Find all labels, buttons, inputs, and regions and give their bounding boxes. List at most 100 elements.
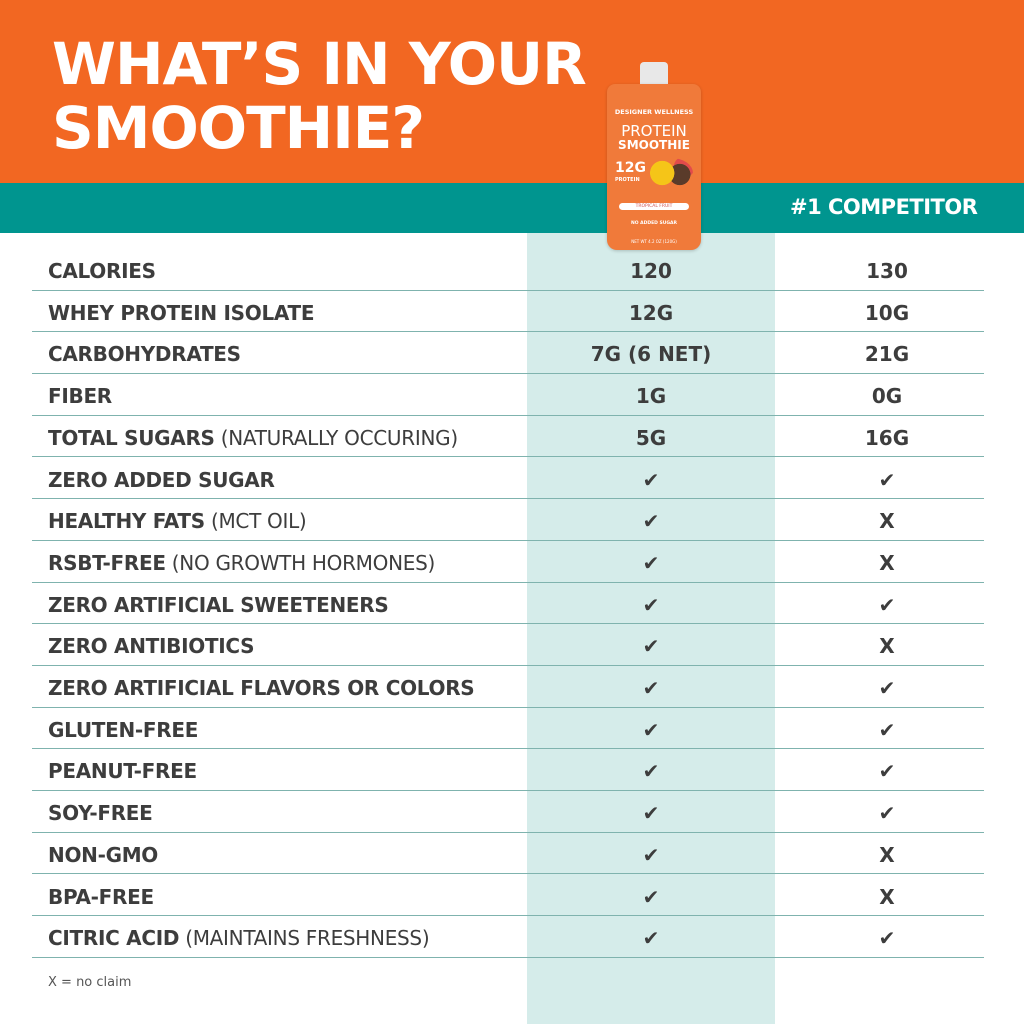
product-value: ✔ [642,759,660,784]
product-name-1: PROTEIN [621,122,687,140]
table-row: ZERO ADDED SUGAR ✔ ✔ [32,458,984,500]
row-label: ZERO ADDED SUGAR [48,468,275,492]
no-added-sugar-claim: NO ADDED SUGAR [630,221,678,226]
fruit-illustration [649,158,693,188]
competitor-value: ✔ [878,592,896,617]
table-row: SOY-FREE ✔ ✔ [32,791,984,833]
protein-label: PROTEIN [615,177,640,183]
header-banner [0,0,1024,183]
table-row: HEALTHY FATS (MCT OIL) ✔ X [32,499,984,541]
product-value: ✔ [642,634,660,659]
protein-amount: 12G [615,160,646,176]
row-label: CARBOHYDRATES [48,342,241,366]
table-row: PEANUT-FREE ✔ ✔ [32,749,984,792]
product-column-highlight [527,233,775,1024]
row-label-text: CARBOHYDRATES [48,342,241,367]
row-label: SOY-FREE [48,801,153,825]
row-label: ZERO ARTIFICIAL FLAVORS OR COLORS [48,676,475,700]
competitor-value: 130 [866,259,908,283]
product-value: 5G [635,425,667,450]
row-label-text: RSBT-FREE [48,550,166,575]
product-value: ✔ [642,467,660,492]
product-pouch-image: DESIGNER WELLNESS PROTEIN SMOOTHIE 12G PR… [607,62,701,250]
competitor-value: ✔ [878,467,896,492]
row-label-note: (NATURALLY OCCURING) [214,425,458,450]
row-label-text: ZERO ANTIBIOTICS [48,634,255,659]
competitor-value: X [879,842,895,867]
pouch-cap [640,62,668,86]
competitor-value: ✔ [878,926,896,951]
row-label-text: GLUTEN-FREE [48,717,199,742]
row-label-text: ZERO ARTIFICIAL FLAVORS OR COLORS [48,676,475,700]
row-label-text: TOTAL SUGARS [48,425,215,450]
competitor-value: 21G [864,342,910,367]
protein-badge: 12G PROTEIN [615,160,646,186]
title-line-2: SMOOTHIE? [52,94,425,162]
net-weight: NET WT 4.2 OZ (120G) [631,239,677,244]
column-header-band [0,183,1024,233]
row-label-text: PEANUT-FREE [48,759,197,784]
row-label-note: (MAINTAINS FRESHNESS) [179,926,430,951]
table-row: WHEY PROTEIN ISOLATE 12G 10G [32,291,984,333]
table-row: FIBER 1G 0G [32,374,984,416]
row-label-text: FIBER [48,384,112,409]
product-value: ✔ [642,884,660,909]
row-label-text: CALORIES [48,259,156,283]
product-value: 1G [635,384,667,409]
title-line-1: WHAT’S IN YOUR [52,30,587,98]
row-label-text: ZERO ARTIFICIAL SWEETENERS [48,592,389,617]
competitor-value: 16G [864,425,910,450]
competitor-value: ✔ [878,801,896,826]
product-value: ✔ [642,676,660,700]
footnote: X = no claim [48,975,132,990]
table-row: CARBOHYDRATES 7G (6 NET) 21G [32,332,984,375]
product-name-2: SMOOTHIE [618,138,690,152]
flavor-label: TROPICAL FRUIT [619,203,689,210]
table-row: RSBT-FREE (NO GROWTH HORMONES) ✔ X [32,541,984,583]
row-label: TOTAL SUGARS (NATURALLY OCCURING) [48,426,458,450]
row-label-text: NON-GMO [48,842,158,867]
product-value: 120 [630,259,672,283]
row-label: PEANUT-FREE [48,759,197,783]
row-label: NON-GMO [48,843,158,867]
product-value: 12G [628,300,674,325]
row-label: BPA-FREE [48,885,154,909]
row-label-note: (MCT OIL) [204,509,307,534]
product-value: 7G (6 NET) [590,342,712,367]
row-label-text: HEALTHY FATS [48,509,205,534]
row-label: RSBT-FREE (NO GROWTH HORMONES) [48,551,435,575]
competitor-value: X [879,634,895,659]
table-row: ZERO ARTIFICIAL FLAVORS OR COLORS ✔ ✔ [32,666,984,708]
product-value: ✔ [642,509,660,534]
row-label-text: WHEY PROTEIN ISOLATE [48,300,315,325]
table-row: GLUTEN-FREE ✔ ✔ [32,708,984,750]
competitor-value: ✔ [878,676,896,700]
competitor-value: ✔ [878,717,896,742]
row-label: GLUTEN-FREE [48,718,198,742]
table-row: ZERO ARTIFICIAL SWEETENERS ✔ ✔ [32,583,984,625]
row-label: WHEY PROTEIN ISOLATE [48,300,315,325]
table-row: NON-GMO ✔ X [32,833,984,875]
table-row: ZERO ANTIBIOTICS ✔ X [32,624,984,666]
product-value: ✔ [642,592,660,617]
product-value: ✔ [642,717,660,742]
row-label-text: CITRIC ACID [48,926,180,951]
row-label-note: (NO GROWTH HORMONES) [165,550,435,575]
row-label: FIBER [48,384,112,408]
row-label: ZERO ANTIBIOTICS [48,634,255,659]
competitor-value: X [879,550,895,575]
row-label-text: ZERO ADDED SUGAR [48,467,275,492]
table-row: CITRIC ACID (MAINTAINS FRESHNESS) ✔ ✔ [32,916,984,958]
row-label: CITRIC ACID (MAINTAINS FRESHNESS) [48,926,430,951]
product-value: ✔ [642,801,660,826]
row-label: CALORIES [48,259,156,283]
table-row: TOTAL SUGARS (NATURALLY OCCURING) 5G 16G [32,416,984,458]
competitor-value: X [879,509,895,534]
table-row: BPA-FREE ✔ X [32,875,984,917]
table-row: CALORIES 120 130 [32,249,984,291]
row-label-text: BPA-FREE [48,884,154,909]
competitor-column-header: #1 COMPETITOR [790,195,978,219]
competitor-value: 0G [871,384,903,409]
competitor-value: ✔ [878,759,896,784]
row-label-text: SOY-FREE [48,801,153,826]
